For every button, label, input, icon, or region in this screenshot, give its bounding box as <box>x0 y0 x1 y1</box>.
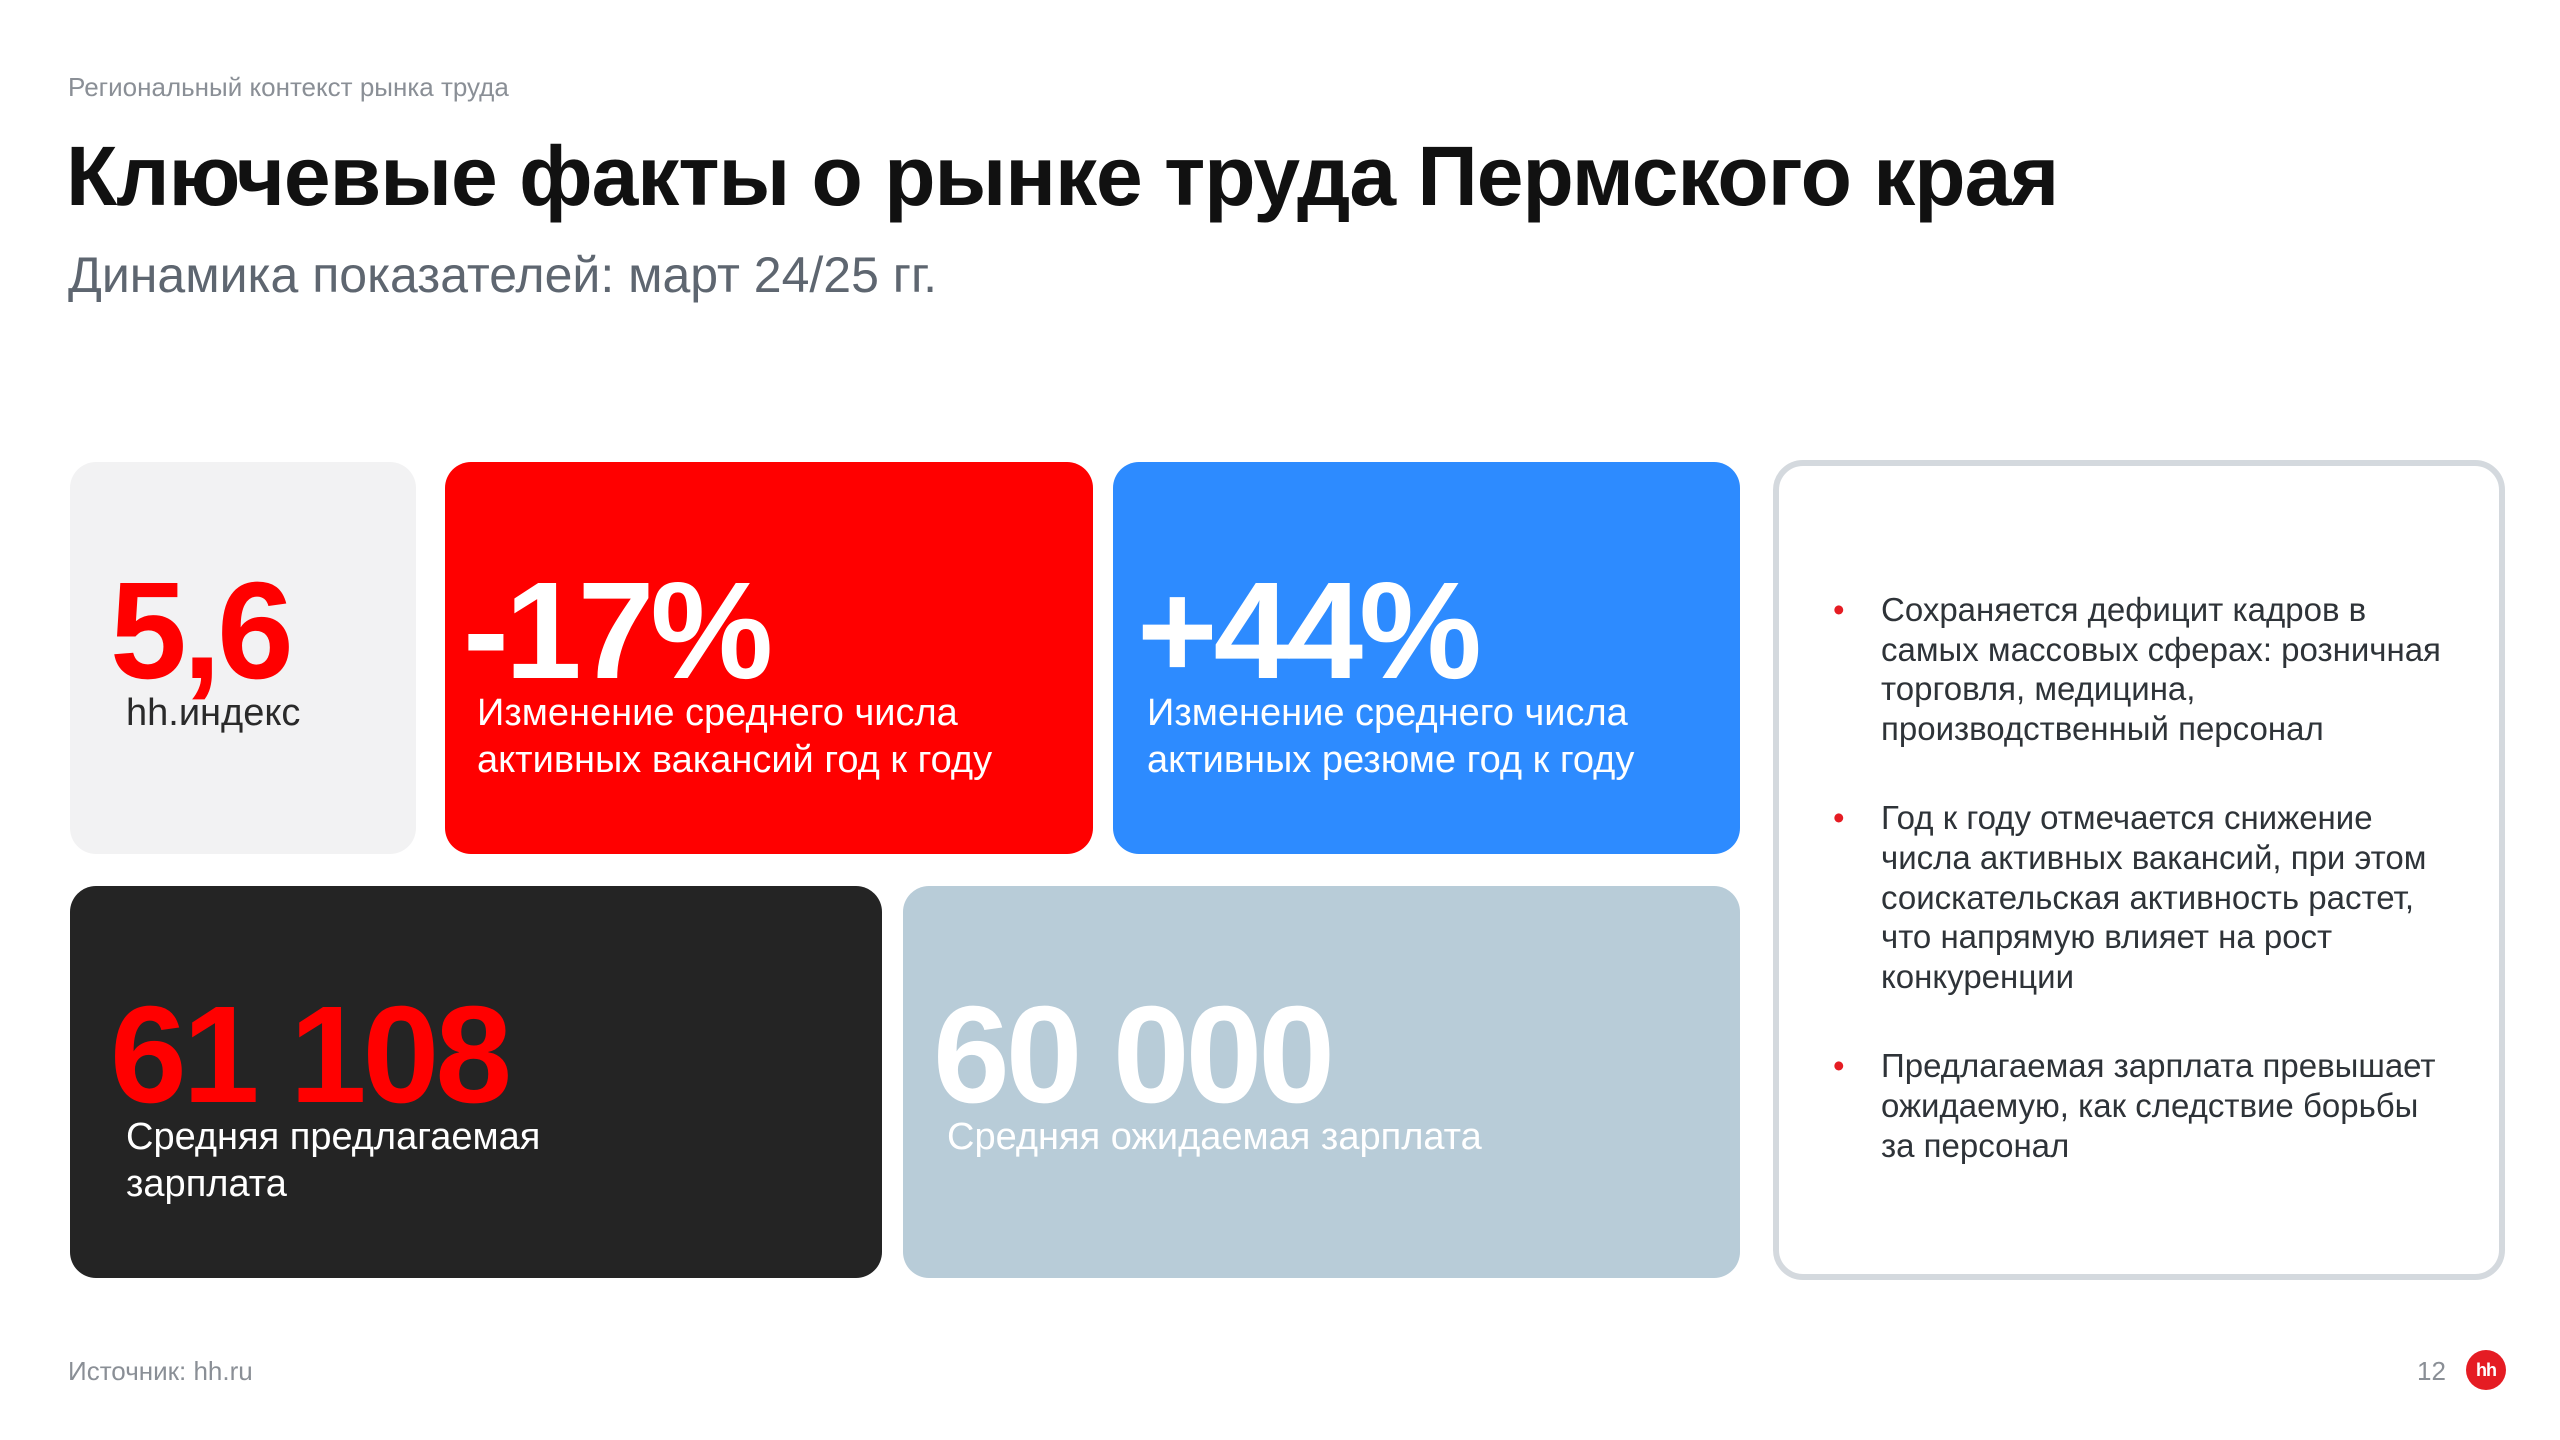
page-title: Ключевые факты о рынке труда Пермского к… <box>66 129 2059 223</box>
resumes-change-label: Изменение среднего числа активных резюме… <box>1147 692 1635 782</box>
expected-salary-value: 60 000 <box>933 978 1335 1132</box>
list-item: • Сохраняется дефицит кадров в самых мас… <box>1819 590 2459 748</box>
offered-salary-value: 61 108 <box>110 978 512 1132</box>
hh-index-value: 5,6 <box>110 554 294 708</box>
resumes-change-card: +44% Изменение среднего числа активных р… <box>1113 462 1740 854</box>
hh-index-card: 5,6 hh.индекс <box>70 462 416 854</box>
expected-salary-card: 60 000 Средняя ожидаемая зарплата <box>903 886 1740 1278</box>
source-note: Источник: hh.ru <box>68 1356 253 1386</box>
bullet-icon: • <box>1833 799 1845 837</box>
note-text: Год к году отмечается снижение числа акт… <box>1881 799 2427 995</box>
list-item: • Предлагаемая зарплата превышает ожидае… <box>1819 1046 2459 1165</box>
bullet-icon: • <box>1833 1047 1845 1085</box>
hh-logo: hh <box>2466 1350 2506 1390</box>
page-subtitle: Динамика показателей: март 24/25 гг. <box>68 247 938 303</box>
resumes-change-value: +44% <box>1137 554 1482 708</box>
vacancies-change-value: -17% <box>463 554 773 708</box>
note-text: Сохраняется дефицит кадров в самых массо… <box>1881 591 2441 747</box>
page-number: 12 <box>2417 1356 2446 1386</box>
offered-salary-card: 61 108 Средняя предлагаемая зарплата <box>70 886 882 1278</box>
vacancies-change-label: Изменение среднего числа активных ваканс… <box>477 692 993 782</box>
hh-index-label: hh.индекс <box>126 692 301 734</box>
vacancies-change-card: -17% Изменение среднего числа активных в… <box>445 462 1093 854</box>
key-notes-list: • Сохраняется дефицит кадров в самых мас… <box>1819 590 2459 1215</box>
breadcrumb: Региональный контекст рынка труда <box>68 72 509 102</box>
expected-salary-label: Средняя ожидаемая зарплата <box>947 1116 1482 1158</box>
list-item: • Год к году отмечается снижение числа а… <box>1819 798 2459 996</box>
bullet-icon: • <box>1833 591 1845 628</box>
note-text: Предлагаемая зарплата превышает ожидаему… <box>1881 1047 2436 1164</box>
offered-salary-label: Средняя предлагаемая зарплата <box>126 1116 541 1206</box>
key-notes-panel: • Сохраняется дефицит кадров в самых мас… <box>1773 460 2505 1280</box>
